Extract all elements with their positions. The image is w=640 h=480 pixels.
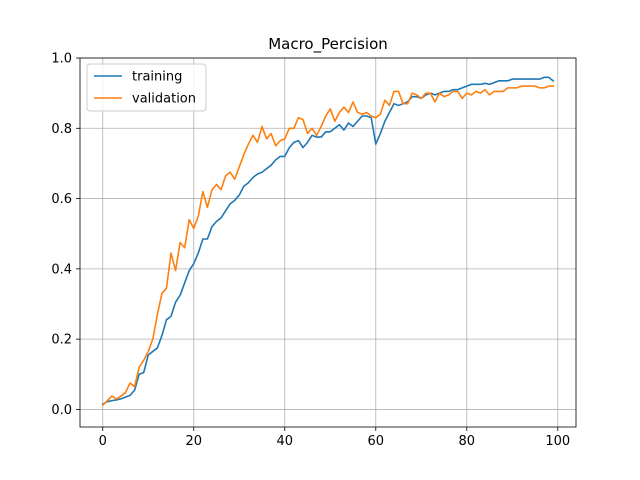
y-tick-label: 0.0 xyxy=(51,403,72,418)
validation-series-line xyxy=(101,85,555,407)
y-axis: 0.0 0.2 0.4 0.6 0.8 1.0 xyxy=(51,52,80,418)
x-axis: 0 20 40 60 80 100 xyxy=(99,427,570,449)
y-tick-label: 0.4 xyxy=(51,262,72,277)
plot-background xyxy=(80,58,576,427)
grid-lines xyxy=(80,57,576,427)
x-tick-label: 100 xyxy=(545,434,570,449)
y-tick-label: 0.8 xyxy=(51,122,72,137)
training-series-line xyxy=(101,76,555,406)
y-tick-label: 0.6 xyxy=(51,192,72,207)
plot-frame xyxy=(79,57,577,428)
training-legend-label: training xyxy=(132,70,182,85)
legend: training validation xyxy=(86,63,207,112)
y-tick-label: 1.0 xyxy=(51,52,72,67)
x-tick-label: 60 xyxy=(368,434,385,449)
x-tick-label: 40 xyxy=(276,434,293,449)
x-tick-label: 0 xyxy=(99,434,107,449)
y-tick-label: 0.2 xyxy=(51,333,72,348)
validation-legend-label: validation xyxy=(132,92,196,107)
x-tick-label: 20 xyxy=(185,434,202,449)
x-tick-label: 80 xyxy=(459,434,476,449)
chart-title: Macro_Percision xyxy=(268,35,388,54)
series-group xyxy=(101,76,555,407)
